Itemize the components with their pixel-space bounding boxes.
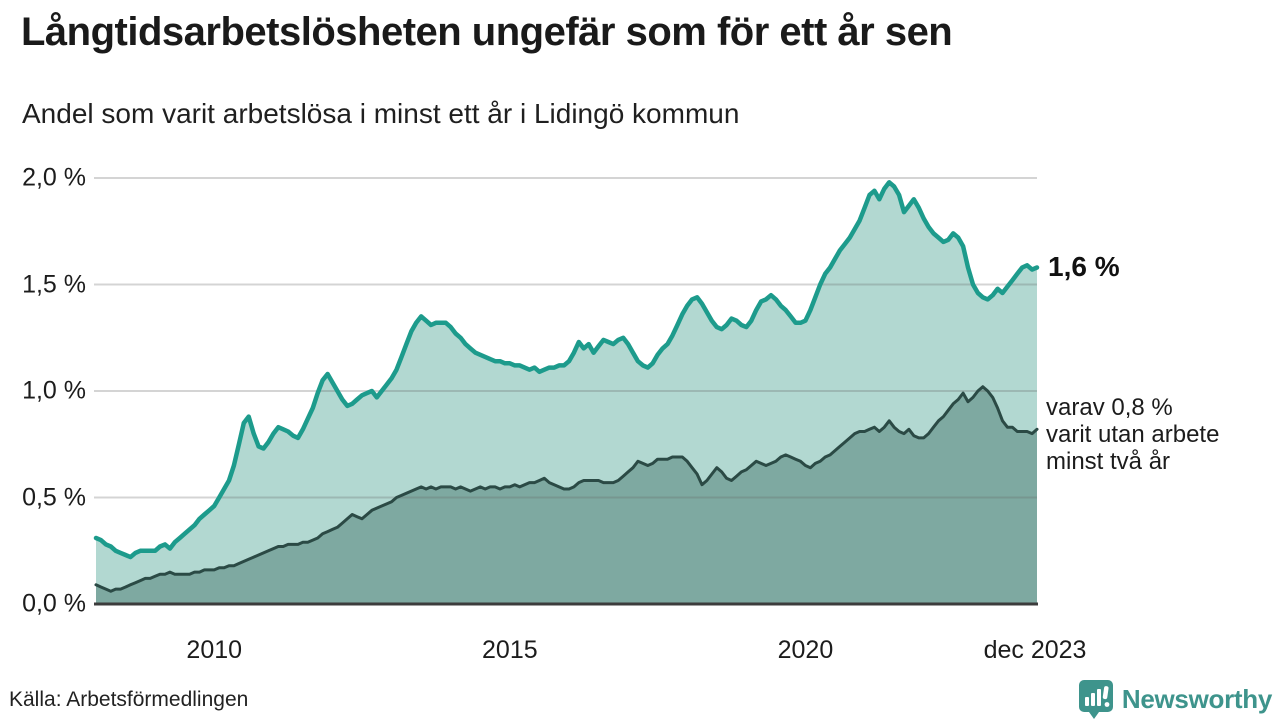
secondary-value-annotation: varav 0,8 % varit utan arbete minst två … [1046,394,1220,476]
series-2-area [96,386,1037,604]
chart-subtitle: Andel som varit arbetslösa i minst ett å… [22,98,740,129]
source-attribution: Källa: Arbetsförmedlingen [9,688,249,711]
x-tick-label: dec 2023 [983,636,1087,664]
page-title: Långtidsarbetslösheten ungefär som för e… [21,10,953,54]
chart: 1,6 % varav 0,8 % varit utan arbete mins… [0,150,1280,690]
y-tick-label: 0,0 % [22,589,86,618]
area-chart-canvas [93,177,1040,606]
series-2-line [94,385,1039,593]
y-tick-label: 2,0 % [22,163,86,192]
brand-logo: Newsworthy [1077,678,1272,720]
x-tick-label: 2010 [186,636,243,664]
y-tick-label: 0,5 % [22,483,86,511]
series-1-line [93,180,1040,560]
brand-name: Newsworthy [1121,683,1272,714]
newsworthy-icon [1078,680,1113,719]
y-tick-label: 1,5 % [22,270,86,298]
x-tick-label: 2015 [482,636,538,664]
x-tick-label: 2020 [777,636,834,664]
latest-value-annotation: 1,6 % [1048,251,1120,283]
y-tick-label: 1,0 % [22,376,86,405]
